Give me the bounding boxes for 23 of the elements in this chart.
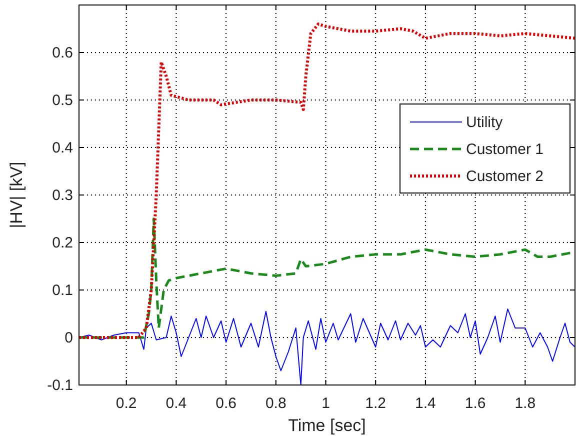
x-tick-label: 0.8 (265, 395, 286, 412)
y-tick-label: -0.1 (47, 377, 73, 394)
x-tick-label: 0.4 (166, 395, 187, 412)
x-tick-label: 0.2 (116, 395, 137, 412)
y-tick-label: 0.3 (52, 187, 73, 204)
x-tick-label: 1.4 (415, 395, 436, 412)
y-tick-label: 0.5 (52, 92, 73, 109)
y-tick-label: 0.6 (52, 44, 73, 62)
y-tick-label: 0 (64, 330, 73, 346)
legend-label: Customer 1 (466, 141, 544, 158)
y-tick-label: 0.2 (52, 234, 73, 252)
y-tick-label: 0.1 (52, 282, 73, 299)
x-tick-label: 1.8 (514, 395, 536, 412)
x-axis-title: Time [sec] (288, 416, 366, 435)
x-tick-label: 1.2 (365, 395, 386, 412)
x-tick-label: 1.6 (464, 395, 486, 412)
legend-label: Customer 2 (466, 168, 544, 185)
x-tick-label: 1 (322, 395, 330, 412)
line-series (78, 22, 576, 339)
y-axis-title: |HV| [kV] (7, 162, 26, 228)
y-tick-label: 0.4 (52, 140, 73, 156)
legend-label: Utility (466, 114, 504, 131)
x-tick-label: 0.6 (216, 395, 236, 412)
